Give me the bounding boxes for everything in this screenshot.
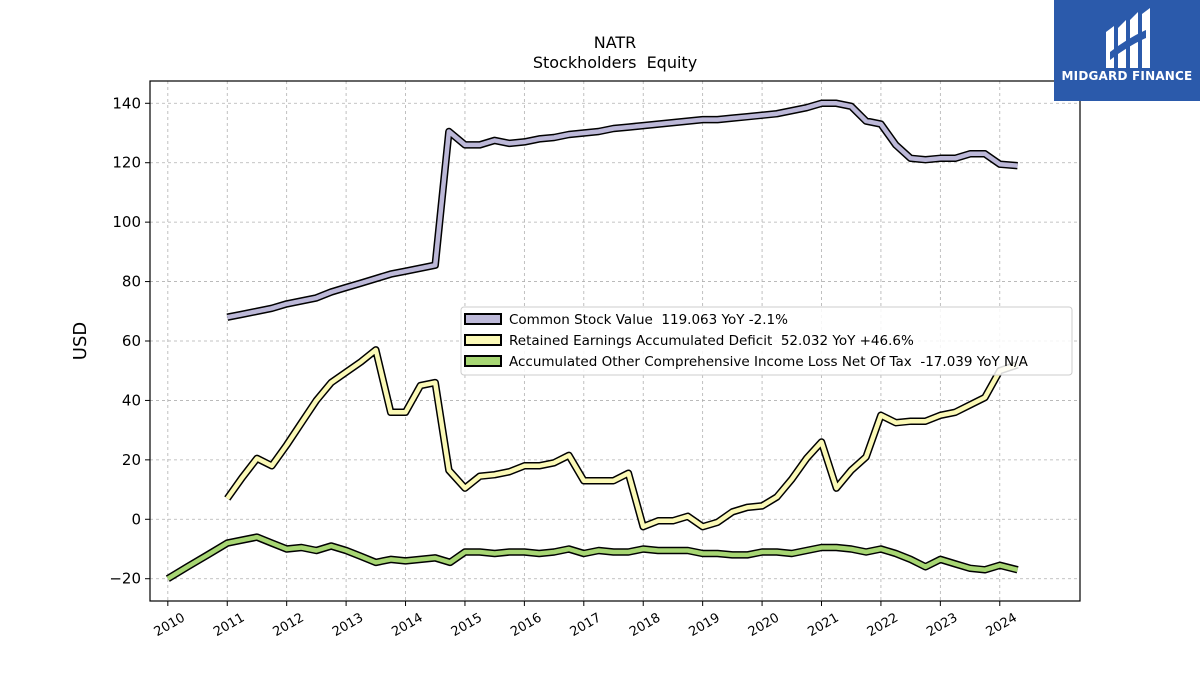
series-outline-2 [165, 533, 1019, 582]
x-tick-label-11: 2021 [805, 610, 841, 640]
y-tick-label-6: 100 [112, 213, 141, 231]
x-tick-label-13: 2023 [924, 610, 960, 640]
x-tick-label-7: 2017 [568, 610, 604, 640]
logo-text: MIDGARD FINANCE [1061, 69, 1193, 83]
x-tick-label-14: 2024 [984, 610, 1020, 640]
x-tick-label-9: 2019 [686, 610, 722, 640]
x-tick-label-12: 2022 [865, 610, 901, 640]
legend-swatch-0 [464, 313, 502, 325]
legend-swatch-1 [464, 334, 502, 346]
x-tick-label-8: 2018 [627, 610, 663, 640]
chart-title: NATR [594, 33, 637, 52]
y-tick-label-1: 0 [131, 510, 141, 528]
legend-label-1: Retained Earnings Accumulated Deficit 52… [509, 333, 914, 349]
legend-swatch-2 [464, 355, 502, 367]
y-tick-label-4: 60 [122, 332, 141, 350]
legend-box [460, 306, 1073, 376]
y-tick-label-2: 20 [122, 451, 141, 469]
x-tick-label-2: 2012 [271, 610, 307, 640]
y-tick-label-0: −20 [109, 570, 141, 588]
x-tick-label-5: 2015 [449, 610, 485, 640]
y-axis-label: USD [70, 322, 91, 360]
legend-label-0: Common Stock Value 119.063 YoY -2.1% [509, 312, 788, 328]
x-tick-label-6: 2016 [508, 610, 544, 640]
series-lines [165, 99, 1019, 582]
y-tick-label-3: 40 [122, 391, 141, 409]
x-tick-label-1: 2011 [211, 610, 247, 640]
y-tick-label-8: 140 [112, 94, 141, 112]
y-tick-label-7: 120 [112, 154, 141, 172]
y-tick-label-5: 80 [122, 273, 141, 291]
midgard-finance-logo: MIDGARD FINANCE [1054, 0, 1200, 101]
series-line-1 [225, 347, 1019, 529]
midgard-logo-icon [1106, 8, 1150, 68]
legend-label-2: Accumulated Other Comprehensive Income L… [509, 354, 1029, 370]
x-tick-label-0: 2010 [152, 610, 188, 640]
x-tick-label-4: 2014 [389, 610, 425, 640]
x-tick-label-3: 2013 [330, 610, 366, 640]
series-line-2 [166, 534, 1019, 581]
chart-subtitle: Stockholders Equity [533, 53, 697, 72]
legend: Common Stock Value 119.063 YoY -2.1% Reta… [460, 306, 1073, 376]
x-tick-label-10: 2020 [746, 610, 782, 640]
series-line-0 [226, 101, 1018, 320]
series-outline-1 [224, 346, 1019, 531]
